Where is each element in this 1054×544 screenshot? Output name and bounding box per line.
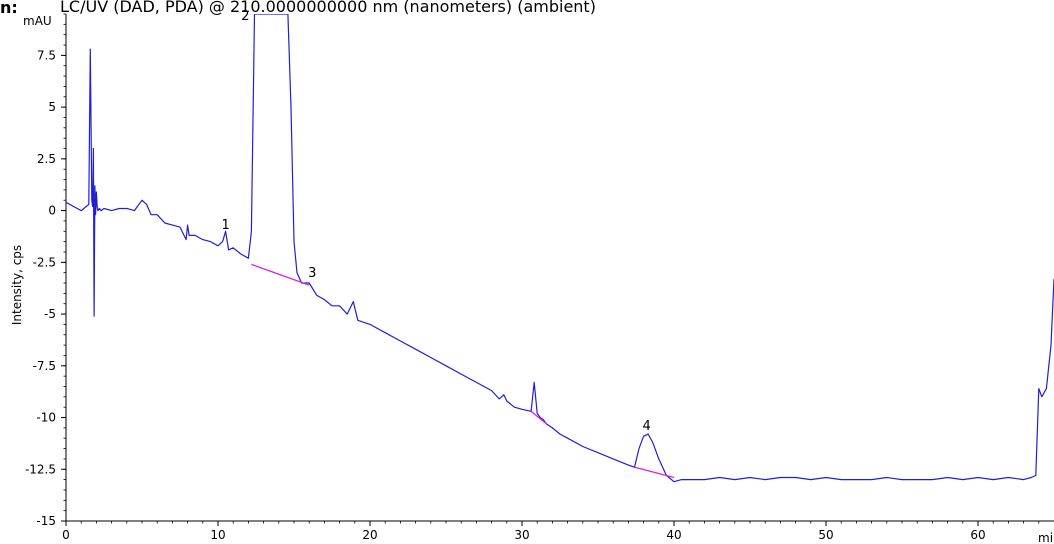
y-tick-label: -10	[36, 411, 56, 425]
y-tick-label: 5	[48, 100, 56, 114]
y-tick-label: 0	[48, 204, 56, 218]
y-tick-label: -12.5	[25, 462, 56, 476]
peak-label-1: 1	[221, 218, 229, 233]
y-tick-label: -2.5	[33, 255, 56, 269]
x-tick-label: 30	[514, 528, 529, 542]
peak-baseline-2	[530, 410, 547, 425]
y-tick-label: 7.5	[37, 48, 56, 62]
x-tick-label: 50	[818, 528, 833, 542]
x-unit-label: min	[1038, 531, 1054, 544]
y-tick-label: -15	[36, 514, 56, 528]
peak-baseline-1	[251, 263, 310, 286]
x-tick-label: 0	[62, 528, 70, 542]
header-prefix: n:	[0, 0, 18, 17]
y-unit-label: mAU	[23, 14, 52, 28]
peak-label-4: 4	[642, 419, 650, 434]
trace-line	[66, 14, 1054, 483]
x-tick-label: 10	[210, 528, 225, 542]
y-axis-label: Intensity, cps	[10, 245, 24, 325]
plot-area: 7.5 5 2.5 0 -2.5 -5 -7.5 -10 -12.5 -15 0 10 20 30 40 50…	[25, 9, 1054, 542]
chart-title: LC/UV (DAD, PDA) @ 210.0000000000 nm (na…	[60, 0, 596, 16]
peak-baseline-3	[634, 466, 675, 479]
y-tick-label: 2.5	[37, 152, 56, 166]
y-tick-label: -5	[44, 307, 56, 321]
x-tick-label: 40	[666, 528, 681, 542]
x-tick-label: 20	[362, 528, 377, 542]
peak-label-2: 2	[241, 9, 249, 24]
y-tick-label: -7.5	[33, 359, 56, 373]
x-tick-label: 60	[970, 528, 985, 542]
peak-label-3: 3	[308, 266, 316, 281]
